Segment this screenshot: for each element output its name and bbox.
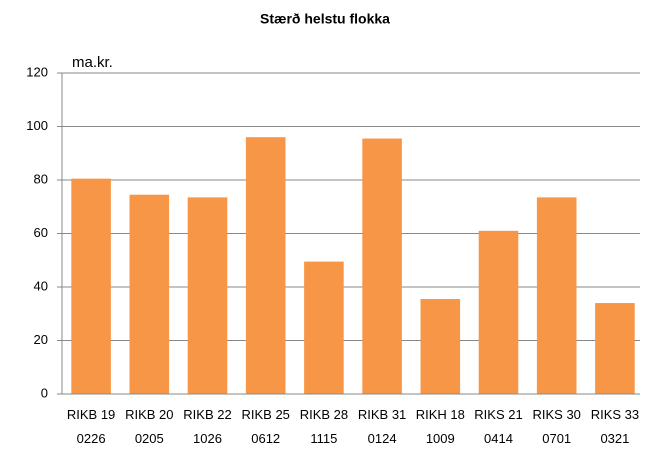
y-tick-label: 100 bbox=[26, 118, 48, 133]
x-tick-label-line: RIKB 20 bbox=[125, 407, 173, 422]
x-tick-label-line: RIKH 18 bbox=[416, 407, 465, 422]
x-tick-label-line: RIKB 19 bbox=[67, 407, 115, 422]
bar bbox=[187, 197, 228, 394]
bar bbox=[595, 303, 635, 394]
bar bbox=[362, 138, 402, 394]
x-tick-label: RIKH 18 1009 bbox=[416, 407, 465, 446]
bar bbox=[129, 194, 170, 394]
x-tick-label: RIKB 22 1026 bbox=[183, 407, 231, 446]
bar bbox=[304, 261, 344, 394]
x-tick-label: RIKB 20 0205 bbox=[125, 407, 173, 446]
y-tick-label: 0 bbox=[41, 385, 48, 400]
x-tick-label: RIKB 19 0226 bbox=[67, 407, 115, 446]
x-tick-label-line: RIKS 21 bbox=[474, 407, 522, 422]
x-tick-label: RIKB 25 0612 bbox=[241, 407, 289, 446]
y-tick-label: 60 bbox=[34, 225, 48, 240]
y-axis-label: ma.kr. bbox=[72, 54, 113, 71]
x-tick-label: RIKB 28 1115 bbox=[300, 407, 348, 446]
chart-title: Stærð helstu flokka bbox=[260, 11, 390, 27]
x-tick-label-line: RIKB 28 bbox=[300, 407, 348, 422]
x-tick-label-line: 0321 bbox=[600, 431, 629, 446]
x-tick-label-line: RIKB 25 bbox=[241, 407, 289, 422]
y-tick-label: 120 bbox=[26, 64, 48, 79]
x-tick-label-line: 1115 bbox=[310, 431, 337, 446]
x-tick-label-line: 0124 bbox=[368, 431, 397, 446]
x-tick-label-line: RIKS 30 bbox=[532, 407, 580, 422]
x-tick-label: RIKB 31 0124 bbox=[358, 407, 406, 446]
x-tick-label-line: RIKB 22 bbox=[183, 407, 231, 422]
bar bbox=[536, 197, 577, 394]
x-tick-label-line: 0612 bbox=[251, 431, 280, 446]
x-tick-label-line: RIKS 33 bbox=[591, 407, 639, 422]
x-tick-label-line: 1009 bbox=[426, 431, 455, 446]
x-tick-label-line: 0701 bbox=[542, 431, 571, 446]
x-tick-label: RIKS 30 0701 bbox=[532, 407, 580, 446]
bar bbox=[478, 230, 519, 394]
bar bbox=[245, 137, 286, 394]
x-tick-label-line: 0414 bbox=[484, 431, 513, 446]
y-tick-label: 20 bbox=[34, 332, 48, 347]
x-tick-label: RIKS 33 0321 bbox=[591, 407, 639, 446]
y-tick-label: 40 bbox=[34, 278, 48, 293]
bar bbox=[71, 178, 111, 394]
x-tick-label: RIKS 21 0414 bbox=[474, 407, 522, 446]
bar bbox=[420, 299, 461, 394]
x-tick-label-line: 1026 bbox=[193, 431, 222, 446]
x-tick-label-line: RIKB 31 bbox=[358, 407, 406, 422]
x-tick-label-line: 0205 bbox=[135, 431, 164, 446]
x-tick-label-line: 0226 bbox=[77, 431, 106, 446]
y-tick-label: 80 bbox=[34, 171, 48, 186]
